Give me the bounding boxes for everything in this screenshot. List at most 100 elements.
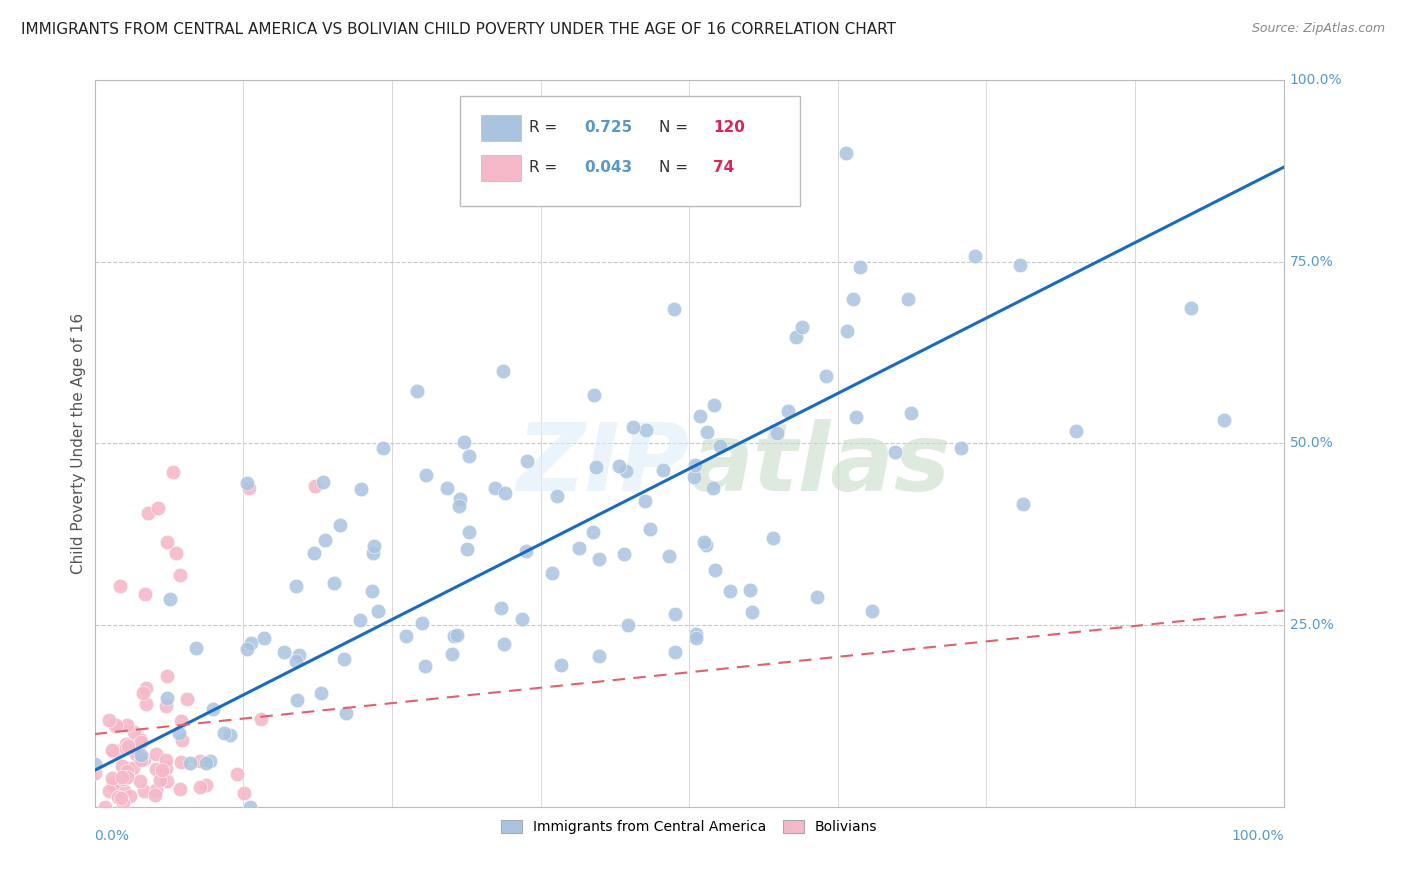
Point <box>778 404 800 418</box>
Point <box>541 566 564 580</box>
Point <box>240 636 263 650</box>
Text: 74: 74 <box>713 161 734 176</box>
Point <box>253 632 276 646</box>
Point <box>236 642 259 657</box>
Point <box>494 486 516 500</box>
Point <box>103 744 125 758</box>
Point <box>453 435 475 450</box>
Point <box>664 302 686 317</box>
Point <box>188 755 211 769</box>
Point <box>285 579 308 593</box>
Text: 75.0%: 75.0% <box>1289 254 1333 268</box>
Point <box>145 783 167 797</box>
Point <box>285 654 308 668</box>
Point <box>588 648 610 663</box>
Point <box>585 460 607 475</box>
Point <box>446 627 468 641</box>
Point <box>273 645 295 659</box>
Point <box>115 717 138 731</box>
Point <box>162 465 184 479</box>
Point <box>685 631 707 645</box>
Point <box>143 788 166 802</box>
Point <box>411 616 433 631</box>
Point <box>236 475 259 490</box>
Point <box>111 772 134 786</box>
Point <box>155 753 177 767</box>
Point <box>239 799 262 814</box>
Point <box>614 464 637 478</box>
Point <box>117 761 139 775</box>
Point <box>155 698 177 713</box>
Point <box>664 607 686 622</box>
Point <box>950 441 973 455</box>
Point <box>363 539 385 553</box>
Point <box>115 741 138 756</box>
Point <box>458 525 481 540</box>
Point <box>790 320 813 334</box>
Point <box>651 463 673 477</box>
Point <box>302 546 325 560</box>
Point <box>658 549 681 563</box>
Point <box>201 702 224 716</box>
Point <box>814 369 837 384</box>
Point <box>108 579 131 593</box>
Point <box>515 544 537 558</box>
Point <box>128 773 150 788</box>
Point <box>136 506 159 520</box>
Point <box>145 747 167 761</box>
Point <box>588 551 610 566</box>
Point <box>188 780 211 794</box>
Point <box>218 728 240 742</box>
Point <box>104 719 127 733</box>
Text: 0.043: 0.043 <box>585 161 633 176</box>
Point <box>360 584 382 599</box>
Point <box>111 759 134 773</box>
Point <box>115 737 138 751</box>
Point <box>129 732 152 747</box>
Point <box>634 493 657 508</box>
Point <box>145 762 167 776</box>
Point <box>98 713 121 727</box>
Point <box>129 751 152 765</box>
Point <box>443 629 465 643</box>
Point <box>121 737 143 751</box>
Point <box>1064 424 1087 438</box>
Point <box>762 531 785 545</box>
Point <box>135 697 157 711</box>
Point <box>112 796 135 810</box>
Text: ZIP: ZIP <box>516 419 689 511</box>
Point <box>897 292 920 306</box>
Point <box>156 535 179 549</box>
Text: IMMIGRANTS FROM CENTRAL AMERICA VS BOLIVIAN CHILD POVERTY UNDER THE AGE OF 16 CO: IMMIGRANTS FROM CENTRAL AMERICA VS BOLIV… <box>21 22 896 37</box>
Text: Source: ZipAtlas.com: Source: ZipAtlas.com <box>1251 22 1385 36</box>
Point <box>285 693 308 707</box>
Point <box>860 604 883 618</box>
Point <box>718 583 741 598</box>
Text: N =: N = <box>659 120 693 136</box>
Point <box>582 525 605 540</box>
Point <box>195 778 218 792</box>
Point <box>607 459 630 474</box>
Point <box>156 774 179 789</box>
Point <box>704 563 727 577</box>
Point <box>112 784 135 798</box>
Point <box>621 420 644 434</box>
Point <box>702 481 724 495</box>
Point <box>406 384 429 399</box>
Point <box>125 747 148 762</box>
Point <box>664 645 686 659</box>
Point <box>200 754 222 768</box>
Point <box>105 717 128 731</box>
Point <box>492 364 515 378</box>
Point <box>156 691 179 706</box>
Point <box>150 763 173 777</box>
Point <box>226 767 249 781</box>
Text: 100.0%: 100.0% <box>1289 73 1343 87</box>
Point <box>287 648 309 662</box>
Point <box>117 739 139 753</box>
Point <box>489 600 512 615</box>
Point <box>510 612 533 626</box>
Point <box>363 546 385 560</box>
Point <box>169 567 191 582</box>
Point <box>110 791 132 805</box>
